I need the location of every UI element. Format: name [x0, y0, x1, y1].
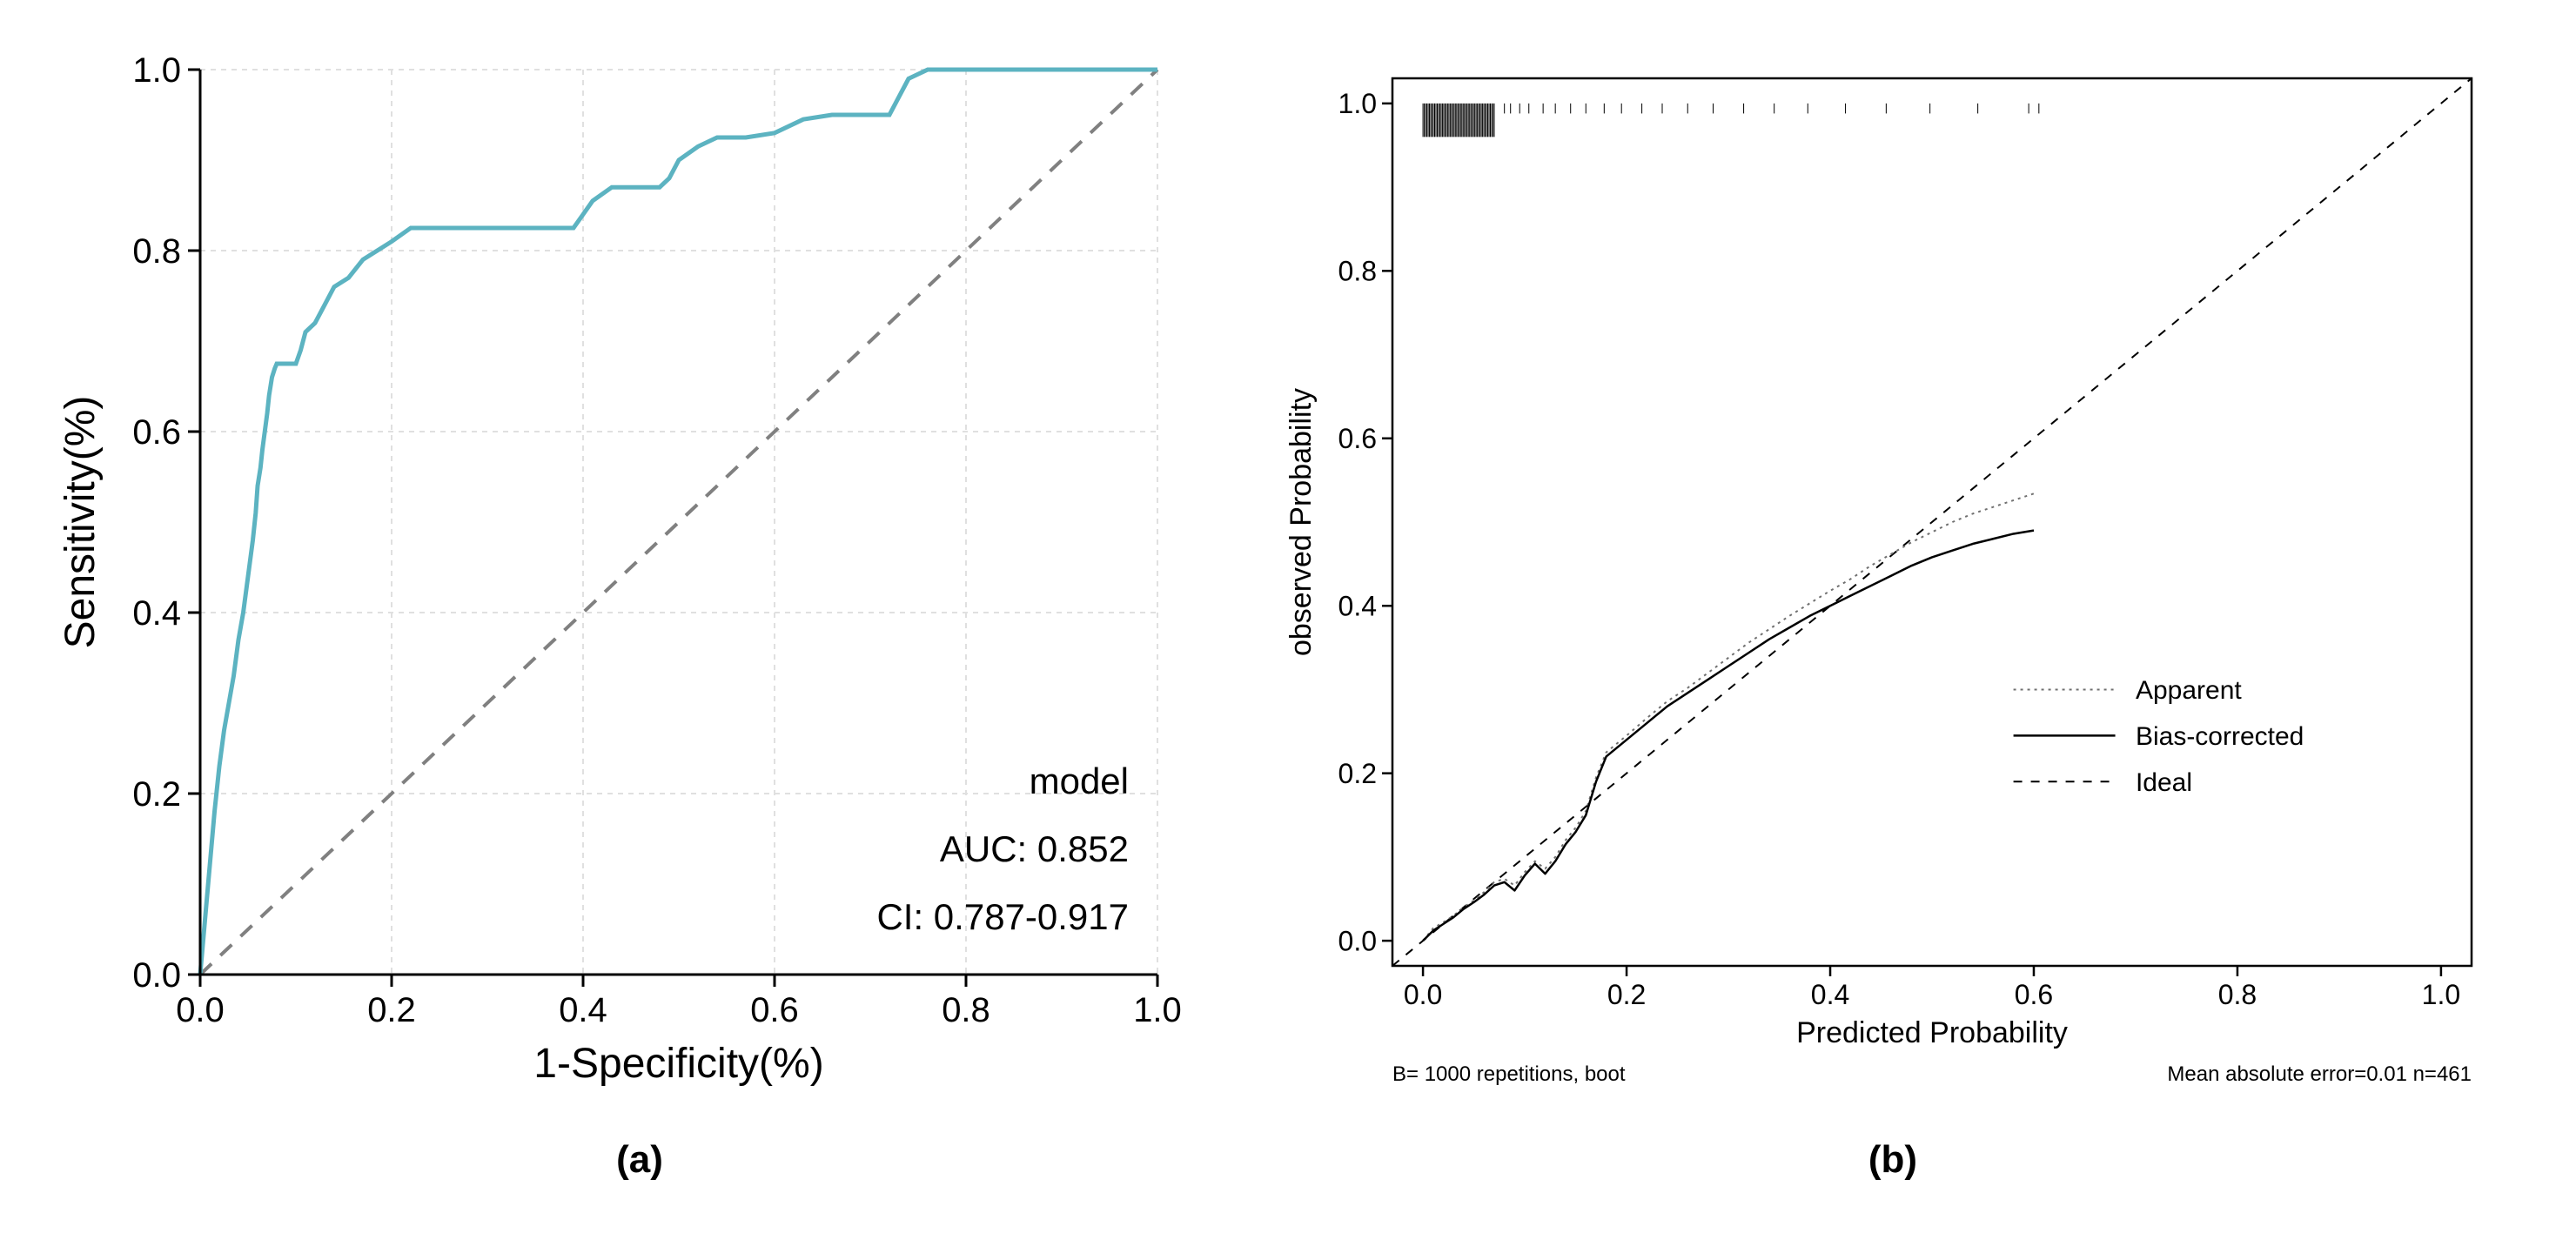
svg-text:Ideal: Ideal — [2136, 768, 2192, 797]
svg-text:0.6: 0.6 — [1338, 423, 1377, 454]
svg-text:0.8: 0.8 — [2218, 979, 2257, 1010]
svg-text:0.4: 0.4 — [1338, 590, 1377, 621]
panel-b: 0.0 0.2 0.4 0.6 0.8 1.0 0.0 0.2 0.4 0.6 0.8 1.0 Pred… — [1262, 35, 2524, 1182]
svg-text:0.6: 0.6 — [2015, 979, 2053, 1010]
svg-text:0.6: 0.6 — [750, 991, 799, 1029]
svg-text:1.0: 1.0 — [1133, 991, 1182, 1029]
svg-text:1-Specificity(%): 1-Specificity(%) — [533, 1041, 823, 1087]
svg-text:0.4: 0.4 — [1811, 979, 1849, 1010]
calibration-chart: 0.0 0.2 0.4 0.6 0.8 1.0 0.0 0.2 0.4 0.6 0.8 1.0 Pred… — [1262, 35, 2524, 1114]
svg-text:0.0: 0.0 — [132, 956, 181, 995]
svg-text:Bias-corrected: Bias-corrected — [2136, 722, 2304, 751]
svg-text:0.4: 0.4 — [132, 594, 181, 633]
svg-text:0.0: 0.0 — [176, 991, 225, 1029]
panel-a-caption: (a) — [616, 1138, 663, 1182]
svg-text:1.0: 1.0 — [2422, 979, 2460, 1010]
panel-a: 0.0 0.2 0.4 0.6 0.8 1.0 0.0 0.2 0.4 0.6 0.8 1.0 1-Sp… — [52, 35, 1227, 1182]
figure-container: 0.0 0.2 0.4 0.6 0.8 1.0 0.0 0.2 0.4 0.6 0.8 1.0 1-Sp… — [0, 0, 2576, 1253]
svg-text:CI: 0.787-0.917: CI: 0.787-0.917 — [876, 896, 1129, 937]
svg-text:0.8: 0.8 — [1338, 256, 1377, 287]
svg-text:0.8: 0.8 — [132, 232, 181, 271]
svg-text:Sensitivity(%): Sensitivity(%) — [57, 396, 104, 649]
svg-text:Predicted Probability: Predicted Probability — [1796, 1016, 2068, 1049]
svg-text:1.0: 1.0 — [1338, 88, 1377, 119]
svg-text:0.8: 0.8 — [942, 991, 990, 1029]
svg-text:0.2: 0.2 — [367, 991, 416, 1029]
svg-text:0.2: 0.2 — [1338, 758, 1377, 789]
panel-b-caption: (b) — [1868, 1138, 1917, 1182]
svg-text:0.2: 0.2 — [1607, 979, 1646, 1010]
svg-text:model: model — [1030, 761, 1129, 801]
svg-text:0.0: 0.0 — [1404, 979, 1442, 1010]
svg-text:0.0: 0.0 — [1338, 925, 1377, 956]
svg-text:observed Probability: observed Probability — [1285, 388, 1318, 656]
svg-text:Mean absolute error=0.01 n=461: Mean absolute error=0.01 n=461 — [2167, 1062, 2472, 1086]
svg-text:Apparent: Apparent — [2136, 676, 2242, 705]
svg-text:0.6: 0.6 — [132, 413, 181, 452]
svg-text:B= 1000 repetitions, boot: B= 1000 repetitions, boot — [1392, 1062, 1626, 1086]
svg-text:0.4: 0.4 — [559, 991, 607, 1029]
roc-chart: 0.0 0.2 0.4 0.6 0.8 1.0 0.0 0.2 0.4 0.6 0.8 1.0 1-Sp… — [52, 35, 1227, 1114]
svg-text:AUC: 0.852: AUC: 0.852 — [940, 828, 1129, 869]
svg-text:1.0: 1.0 — [132, 51, 181, 90]
svg-text:0.2: 0.2 — [132, 775, 181, 814]
